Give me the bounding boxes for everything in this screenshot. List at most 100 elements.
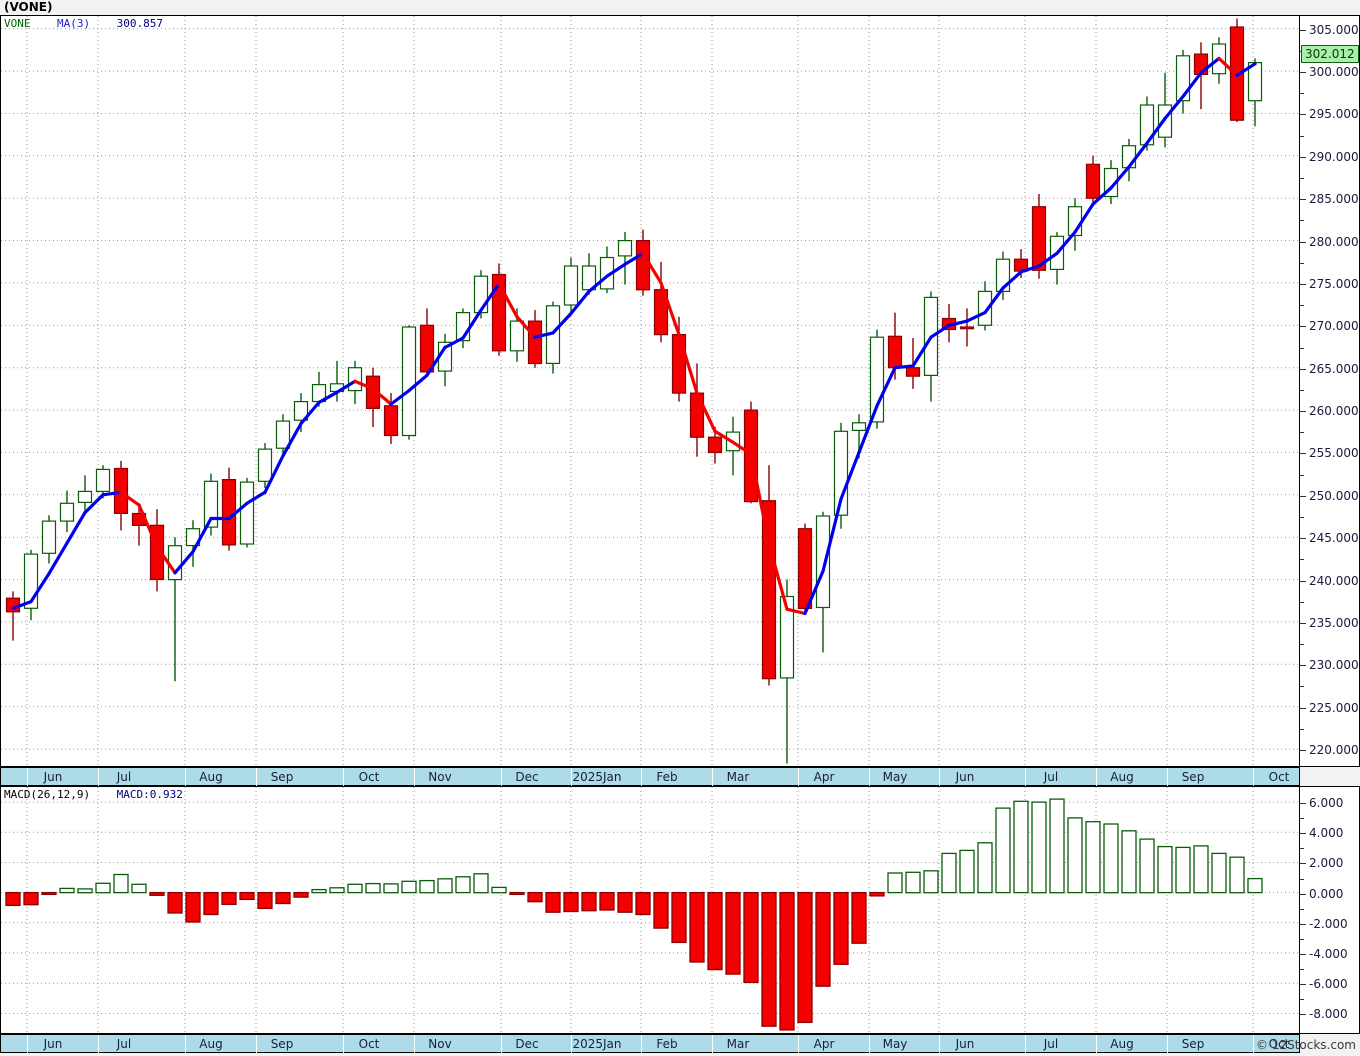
price-axis-label: 240.000 [1309,573,1359,588]
price-chart-svg [1,16,1299,766]
date-axis-separator [414,768,415,787]
macd-axis-minor-tick [1300,969,1304,971]
date-axis-separator [343,768,344,787]
macd-axis-minor-tick [1300,938,1304,940]
price-axis-label: 285.000 [1309,192,1359,207]
price-axis-tick [1300,453,1306,455]
price-axis-minor-tick [1300,559,1304,561]
date-axis-label-top: Feb [656,770,678,784]
macd-axis-label: 6.000 [1309,796,1344,811]
price-axis-minor-tick [1300,93,1304,95]
date-axis-label-top: Aug [199,770,223,784]
macd-axis-minor-tick [1300,818,1304,820]
date-axis-separator [571,768,572,787]
date-axis-label-top: Dec [515,770,539,784]
date-axis-separator [98,768,99,787]
price-axis-label: 265.000 [1309,361,1359,376]
date-axis-separator [939,768,940,787]
date-axis-label-bottom: Jun [43,1037,63,1051]
price-axis-minor-tick [1300,517,1304,518]
date-axis-separator [256,1035,257,1054]
price-axis-tick [1300,72,1306,74]
date-axis-separator [501,768,502,787]
macd-axis-tick [1300,954,1306,955]
date-axis-label-bottom: Mar [726,1037,750,1051]
date-axis-label-bottom: Dec [515,1037,539,1051]
price-axis-label: 250.000 [1309,488,1359,503]
macd-axis-minor-tick [1300,999,1304,1001]
price-axis-label: 235.000 [1309,615,1359,630]
price-axis-tick [1300,241,1306,243]
date-axis-label-bottom: Aug [199,1037,223,1051]
price-axis-tick [1300,368,1306,370]
date-axis-separator [1025,768,1026,787]
date-axis-label-top: Aug [1110,770,1134,784]
price-axis-tick [1300,665,1306,667]
price-axis-minor-tick [1300,178,1304,180]
page-title: (VONE) [0,0,1360,15]
date-axis-separator [1096,768,1097,787]
macd-chart-panel [0,786,1300,1034]
price-axis-label: 300.000 [1309,65,1359,80]
date-axis-separator [641,1035,642,1054]
date-axis-label-top: May [882,770,908,784]
price-axis-minor-tick [1300,262,1304,264]
date-axis-separator [571,1035,572,1054]
price-chart-panel [0,15,1300,767]
date-axis-separator [1096,1035,1097,1054]
date-axis-label-top: Mar [726,770,750,784]
date-axis-label-bottom: Nov [428,1037,452,1051]
price-axis-label: 230.000 [1309,658,1359,673]
price-axis-tick [1300,495,1306,497]
macd-axis-tick [1300,923,1306,925]
price-axis-label: 270.000 [1309,319,1359,334]
price-axis-minor-tick [1300,389,1304,391]
date-axis-separator [798,1035,799,1054]
macd-axis-label: -4.000 [1309,947,1348,961]
date-axis-top: Jun Jul Aug Sep Oct Nov Dec 2025Jan Feb Mar Apr May… [0,767,1300,787]
price-axis-label: 305.000 [1309,22,1359,37]
price-axis-label: 280.000 [1309,234,1359,249]
price-axis-label: 255.000 [1309,446,1359,461]
date-axis-separator [185,1035,186,1054]
date-axis-separator [1167,768,1168,787]
macd-axis-tick [1300,833,1306,835]
date-axis-separator [712,1035,713,1054]
price-axis-tick [1300,29,1306,31]
date-axis-label-top: Apr [813,770,835,784]
price-axis-tick [1300,411,1306,413]
date-axis-bottom: Jun Jul Aug Sep Oct Nov Dec 2025Jan Feb Mar Apr May… [0,1034,1300,1054]
price-axis-minor-tick [1300,220,1304,222]
price-axis-label: 295.000 [1309,107,1359,122]
macd-axis-label: -2.000 [1309,916,1348,931]
macd-axis-tick [1300,1014,1306,1016]
price-axis-minor-tick [1300,347,1304,349]
price-axis-minor-tick [1300,474,1304,476]
macd-axis-label: 4.000 [1309,826,1344,841]
price-axis-tick [1300,326,1306,328]
macd-axis-minor-tick [1300,848,1304,850]
date-axis-label-top: Sep [1181,770,1205,784]
date-axis-separator [98,1035,99,1054]
macd-axis-tick [1300,893,1306,895]
date-axis-label-top: Sep [270,770,294,784]
price-axis-tick [1300,156,1306,158]
date-axis-separator [414,1035,415,1054]
price-axis-tick [1300,622,1306,624]
date-axis-label-bottom: May [882,1037,908,1051]
date-axis-label-bottom: Oct [1268,1037,1290,1051]
date-axis-separator [1253,1035,1254,1054]
date-axis-label-top: Jun [43,770,63,784]
price-axis-minor-tick [1300,601,1304,603]
price-axis-tick [1300,707,1306,709]
date-axis-separator [1167,1035,1168,1054]
price-axis-label: 225.000 [1309,700,1359,715]
date-axis-separator [712,768,713,787]
date-axis-label-top: Nov [428,770,452,784]
price-axis-label: 245.000 [1309,531,1359,546]
price-axis-label: 220.000 [1309,743,1359,758]
date-axis-separator [1253,768,1254,787]
date-axis-separator [185,768,186,787]
watermark: © 12Stocks.com [1256,1038,1356,1052]
